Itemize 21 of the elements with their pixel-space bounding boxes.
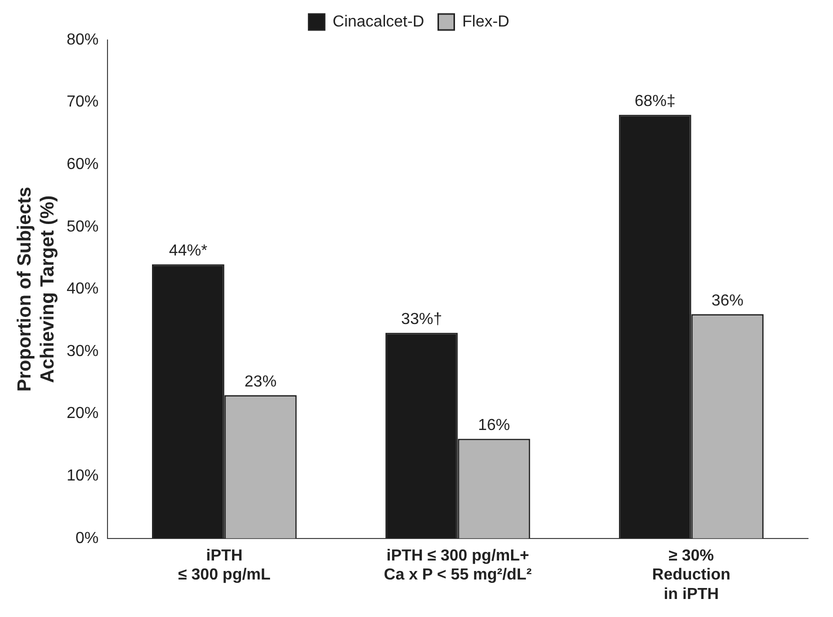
legend-label: Flex-D [462,13,510,30]
y-tick-label: 40% [66,280,99,298]
x-tick-label: iPTH ≤ 300 pg/mL [178,547,271,584]
y-tick-label: 20% [66,405,99,422]
y-tick-label: 70% [66,94,99,111]
y-axis-title: Proportion of Subjects Achieving Target (%) [14,186,58,392]
y-tick-label: 60% [66,156,99,174]
data-label: 44%* [169,242,208,260]
data-label: 36% [711,292,744,310]
data-label: 68%‡ [634,93,676,110]
legend-label: Cinacalcet-D [332,13,424,30]
x-tick-label: ≥ 30% Reduction in iPTH [652,547,730,603]
y-tick-label: 30% [66,342,99,360]
y-tick-label: 10% [66,468,99,485]
data-label: 23% [244,374,277,391]
y-tick-label: 50% [66,218,99,236]
y-tick-label: 80% [66,31,99,48]
data-label: 16% [478,417,510,434]
data-label: 33%† [401,311,442,328]
x-tick-label: iPTH ≤ 300 pg/mL+ Ca x P < 55 mg²/dL² [384,547,532,584]
y-tick-label: 0% [76,530,99,547]
